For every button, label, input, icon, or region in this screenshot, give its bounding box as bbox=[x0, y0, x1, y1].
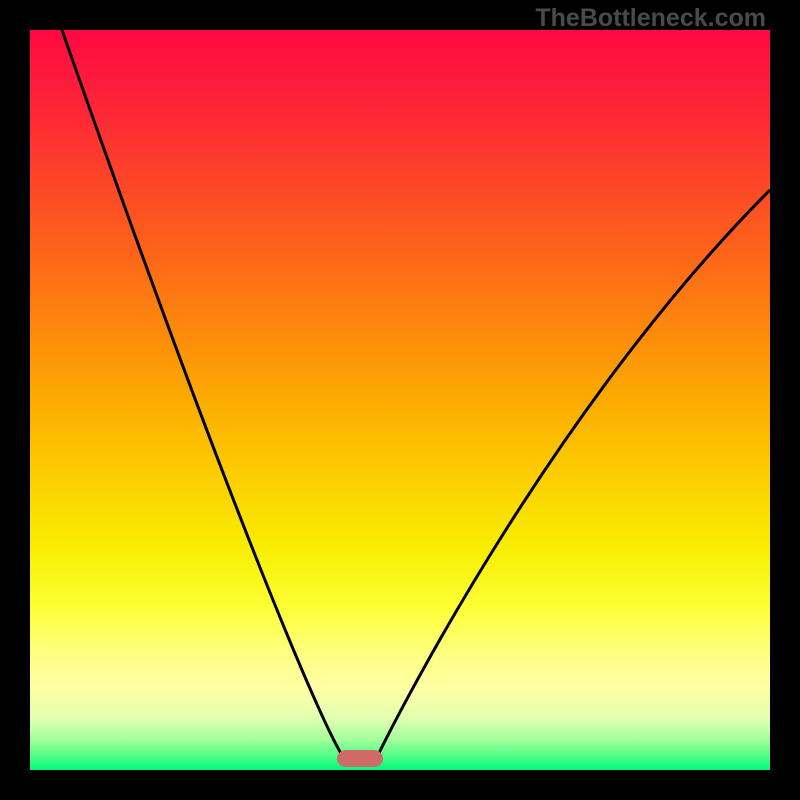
gradient-background bbox=[30, 30, 770, 770]
watermark-text: TheBottleneck.com bbox=[535, 4, 766, 33]
bottleneck-chart bbox=[0, 0, 800, 800]
minimum-marker bbox=[337, 750, 383, 767]
chart-frame: TheBottleneck.com bbox=[0, 0, 800, 800]
